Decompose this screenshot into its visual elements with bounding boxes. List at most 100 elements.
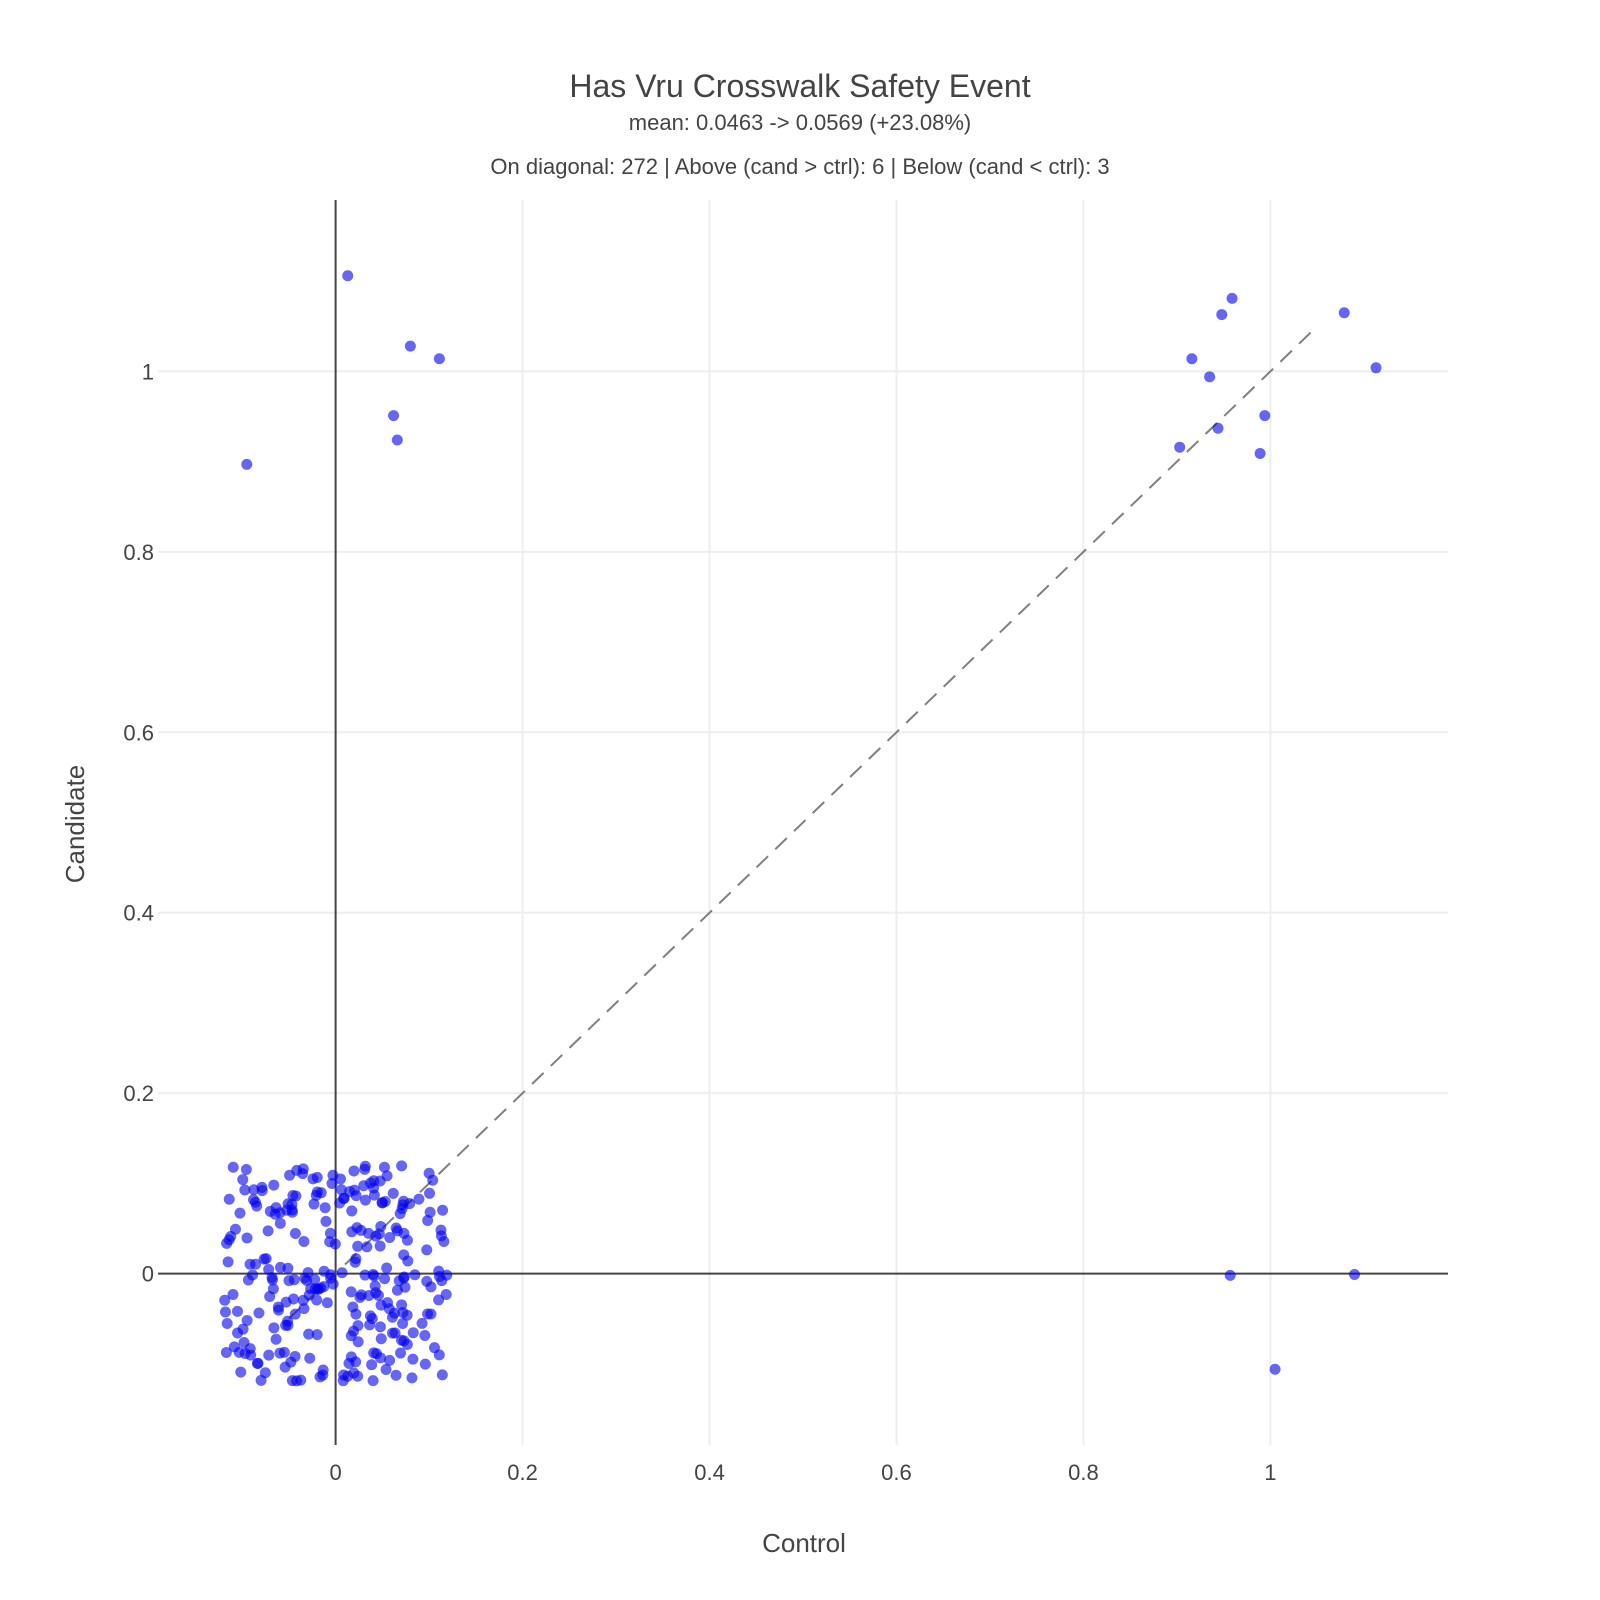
- data-point-cluster: [366, 1359, 378, 1371]
- chart-title: Has Vru Crosswalk Safety Event: [569, 68, 1031, 104]
- data-point-cluster: [419, 1358, 431, 1370]
- data-points: [219, 270, 1382, 1387]
- data-point-cluster: [291, 1164, 303, 1176]
- data-point-cluster: [326, 1177, 338, 1189]
- y-tick-label: 1: [142, 359, 154, 384]
- data-point-cluster: [352, 1240, 364, 1252]
- data-point-cluster: [227, 1289, 239, 1301]
- data-point-cluster: [370, 1287, 382, 1299]
- data-point-cluster: [419, 1329, 431, 1341]
- data-point-cluster: [334, 1197, 346, 1209]
- data-point-cluster: [396, 1299, 408, 1311]
- data-point-cluster: [255, 1374, 267, 1386]
- data-point-cluster: [422, 1308, 434, 1320]
- data-point-cluster: [251, 1200, 263, 1212]
- data-point-cluster: [317, 1369, 329, 1381]
- data-point: [404, 340, 416, 352]
- y-tick-label: 0.4: [123, 901, 154, 926]
- data-point-cluster: [409, 1269, 421, 1281]
- data-point-cluster: [406, 1372, 418, 1384]
- data-point-cluster: [289, 1308, 301, 1320]
- data-point-cluster: [220, 1346, 232, 1358]
- data-point-cluster: [324, 1236, 336, 1248]
- data-point-cluster: [268, 1322, 280, 1334]
- data-point: [1216, 309, 1228, 321]
- data-point-cluster: [368, 1347, 380, 1359]
- y-tick-label: 0: [142, 1262, 154, 1287]
- data-point-cluster: [413, 1193, 425, 1205]
- data-point-cluster: [391, 1225, 403, 1237]
- x-tick-label: 0.6: [881, 1460, 912, 1485]
- data-point-cluster: [390, 1369, 402, 1381]
- x-tick-label: 1: [1264, 1460, 1276, 1485]
- data-point-cluster: [352, 1370, 364, 1382]
- data-point-cluster: [355, 1289, 367, 1301]
- data-point-cluster: [367, 1375, 379, 1387]
- x-axis-ticks: 0 0.2 0.4 0.6 0.8 1: [329, 1460, 1276, 1485]
- data-point-cluster: [335, 1184, 347, 1196]
- data-point-cluster: [379, 1273, 391, 1285]
- data-point: [1269, 1363, 1281, 1375]
- data-point-cluster: [311, 1294, 323, 1306]
- data-point-cluster: [425, 1281, 437, 1293]
- data-point-cluster: [298, 1303, 310, 1315]
- diagonal-line: [288, 325, 1318, 1320]
- data-point-cluster: [269, 1208, 281, 1220]
- data-point-cluster: [298, 1236, 310, 1248]
- data-point-cluster: [381, 1262, 393, 1274]
- data-point-cluster: [364, 1319, 376, 1331]
- data-point-cluster: [222, 1256, 234, 1268]
- data-point: [1226, 292, 1238, 304]
- x-axis-title: Control: [762, 1528, 846, 1558]
- data-point-cluster: [311, 1186, 323, 1198]
- data-point-cluster: [301, 1274, 313, 1286]
- data-point-cluster: [395, 1347, 407, 1359]
- data-point-cluster: [251, 1357, 263, 1369]
- data-point-cluster: [433, 1265, 445, 1277]
- data-point-cluster: [308, 1198, 320, 1210]
- data-point-cluster: [342, 1370, 354, 1382]
- data-point-cluster: [350, 1308, 362, 1320]
- data-point-cluster: [318, 1281, 330, 1293]
- data-point-cluster: [232, 1327, 244, 1339]
- data-point-cluster: [421, 1244, 433, 1256]
- data-point: [391, 434, 403, 446]
- data-point-cluster: [280, 1319, 292, 1331]
- data-point-cluster: [238, 1337, 250, 1349]
- data-point-cluster: [241, 1232, 253, 1244]
- data-point-cluster: [311, 1329, 323, 1341]
- data-point-cluster: [345, 1286, 357, 1298]
- data-point-cluster: [250, 1258, 262, 1270]
- x-tick-label: 0.4: [694, 1460, 725, 1485]
- chart-summary: On diagonal: 272 | Above (cand > ctrl): …: [490, 154, 1110, 179]
- data-point-cluster: [297, 1294, 309, 1306]
- data-point-cluster: [264, 1291, 276, 1303]
- data-point-cluster: [282, 1262, 294, 1274]
- data-point-cluster: [351, 1222, 363, 1234]
- data-point-cluster: [229, 1223, 241, 1235]
- data-point: [1338, 307, 1350, 319]
- x-tick-label: 0.2: [507, 1460, 538, 1485]
- data-point-cluster: [286, 1204, 298, 1216]
- data-point-cluster: [374, 1240, 386, 1252]
- data-point-cluster: [407, 1353, 419, 1365]
- data-point-cluster: [247, 1269, 259, 1281]
- data-point-cluster: [352, 1320, 364, 1332]
- data-point-cluster: [389, 1327, 401, 1339]
- data-point-cluster: [309, 1273, 321, 1285]
- data-point-cluster: [268, 1179, 280, 1191]
- data-point-cluster: [433, 1294, 445, 1306]
- data-point-cluster: [358, 1180, 370, 1192]
- data-point-cluster: [227, 1161, 239, 1173]
- data-point-cluster: [320, 1215, 332, 1227]
- data-point-cluster: [397, 1318, 409, 1330]
- data-point-cluster: [233, 1346, 245, 1358]
- data-point-cluster: [256, 1181, 268, 1193]
- data-point-cluster: [253, 1307, 265, 1319]
- data-point-cluster: [391, 1284, 403, 1296]
- data-point-cluster: [350, 1253, 362, 1265]
- data-point-cluster: [396, 1160, 408, 1172]
- data-point-cluster: [303, 1328, 315, 1340]
- x-tick-label: 0: [329, 1460, 341, 1485]
